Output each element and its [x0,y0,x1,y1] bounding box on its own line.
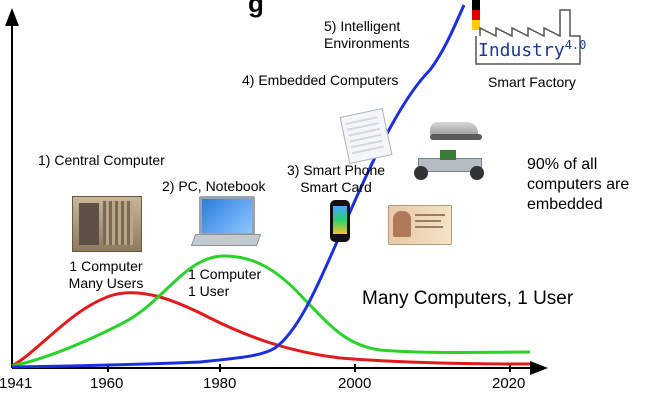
x-axis-arrow-icon [530,361,548,375]
laptop-photo [190,196,262,248]
stage-label-smartphone-line2: Smart Card [300,179,372,195]
laptop-keyboard-icon [190,234,262,246]
annotation-one-user: 1 Computer 1 User [188,266,261,300]
sneaker-sole-icon [430,134,482,140]
stage-label-central-computer: 1) Central Computer [38,152,165,168]
smartphone-screen-icon [333,206,347,234]
stage-label-smartphone-line1: 3) Smart Phone [286,162,386,178]
industry-4-logo: Industry4.0 [472,0,586,66]
stage-label-ie-line1: 5) Intelligent [324,18,401,34]
annotation-many-users-line2: Many Users [68,275,144,291]
mainframe-photo [72,196,142,252]
clipboard-lines-icon [345,116,385,157]
stage-label-embedded: 4) Embedded Computers [242,72,399,88]
x-tick-label: 1980 [203,375,237,392]
stage-label-intelligent-environments: 5) Intelligent Environments [324,18,410,52]
title-fragment: g [248,0,264,18]
annotation-many-users: 1 Computer Many Users [60,258,152,292]
robot-board-icon [440,150,456,160]
industry-version: 4.0 [564,38,587,52]
robot-wheel-icon [414,166,428,180]
x-tick-label: 1960 [90,375,124,392]
industry-logo-text: Industry4.0 [478,38,586,61]
smart-factory-label: Smart Factory [488,74,576,90]
industry-word: Industry [478,40,565,61]
x-tick-label: 2000 [338,375,372,392]
mainframe-cabinet-icon [79,203,99,245]
factory-outline-icon [472,0,581,65]
series-curve-central-computer [11,291,531,368]
x-tick-label: 1941 [0,375,33,392]
x-tick-label: 2020 [492,375,526,392]
laptop-screen-icon [199,196,255,236]
embedded-statistic: 90% of all computers are embedded [527,155,629,215]
sneaker-photo [430,118,482,142]
series-curve-embedded [11,4,466,369]
statistic-line1: 90% of all [527,156,598,173]
annotation-one-user-line1: 1 Computer [188,266,262,282]
sneaker-upper-icon [430,122,478,136]
annotation-many-computers: Many Computers, 1 User [362,288,574,309]
id-card-line-icon [415,220,441,222]
statistic-line3: embedded [527,196,603,213]
mainframe-rack-icon [103,201,133,245]
annotation-many-users-line1: 1 Computer [69,258,143,274]
smartphone-photo [330,200,350,242]
stage-label-pc-notebook: 2) PC, Notebook [162,178,266,194]
series-curve-pc-notebook [11,254,531,368]
statistic-line2: computers are [527,176,630,193]
id-card-line-icon [415,214,445,216]
stage-label-ie-line2: Environments [324,35,410,51]
id-card-portrait-icon [393,211,411,237]
robot-wheel-icon [470,166,484,180]
stage-label-smartphone: 3) Smart Phone Smart Card [278,162,394,196]
id-card-photo [388,205,452,245]
y-axis-arrow-icon [5,8,19,26]
annotation-one-user-line2: 1 User [188,283,230,299]
id-card-line-icon [415,226,443,228]
robot-car-photo [410,148,490,184]
